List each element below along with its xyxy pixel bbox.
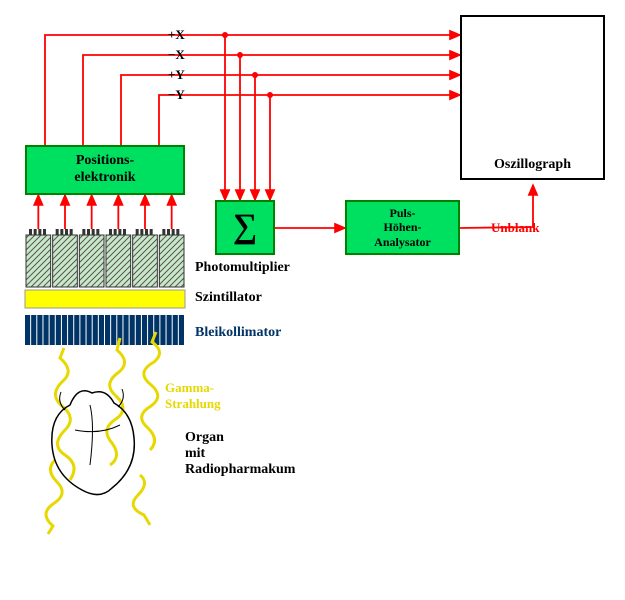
positions-line2: elektronik [74,170,135,185]
sigma-symbol: ∑ [233,207,257,248]
positions-elektronik-box: Positions- elektronik [25,145,185,195]
gamma-line1: Gamma- [165,380,214,395]
sigma-box: ∑ [215,200,275,255]
signal-label-py: +Y [168,67,185,83]
signal-label-px: +X [168,27,185,43]
signal-label-my: −Y [168,87,185,103]
photomultiplier-label: Photomultiplier [195,260,290,276]
positions-line1: Positions- [76,153,134,168]
bleikollimator-label: Bleikollimator [195,325,281,341]
organ-line2: mit [185,446,205,461]
gamma-strahlung-label: Gamma- Strahlung [165,380,221,412]
pha-line1: Puls- [389,206,415,220]
pha-line2: Höhen- [383,220,421,234]
pha-line3: Analysator [374,235,431,249]
oszillograph-box: Oszillograph [460,15,605,180]
organ-label: Organ mit Radiopharmakum [185,430,295,478]
gamma-line2: Strahlung [165,396,221,411]
unblank-label: Unblank [491,220,539,236]
diagram-root: Positions- elektronik ∑ Puls- Höhen- Ana… [0,0,625,600]
szintillator-label: Szintillator [195,290,262,306]
oszillograph-label: Oszillograph [462,157,603,174]
puls-hoehen-analysator-box: Puls- Höhen- Analysator [345,200,460,255]
organ-line3: Radiopharmakum [185,462,295,477]
organ-line1: Organ [185,430,224,445]
signal-label-mx: −X [168,47,185,63]
